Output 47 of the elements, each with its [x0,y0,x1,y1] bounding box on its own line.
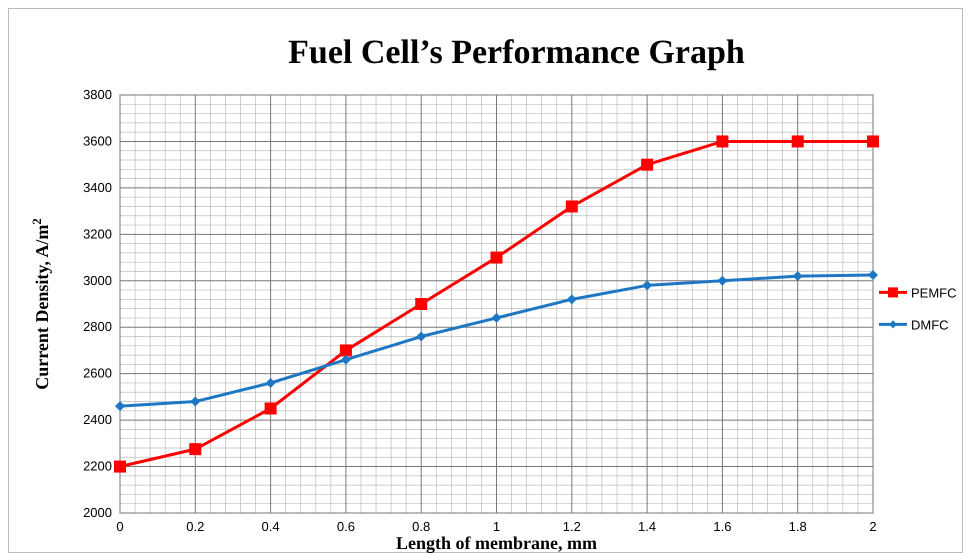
x-tick-label: 1 [492,519,500,534]
x-tick-label: 1.4 [638,519,656,534]
x-tick-label: 0.6 [336,519,355,534]
point [566,200,578,212]
x-tick-label: 1.8 [788,519,807,534]
y-tick-label: 3200 [83,226,112,242]
point [566,294,577,304]
x-tick-label: 1.2 [562,519,581,534]
chart-title: Fuel Cell’s Performance Graph [288,34,745,71]
point [868,270,878,280]
x-tick-label: 2 [869,519,877,534]
point [266,378,276,388]
point [641,158,654,171]
point [492,312,502,323]
point [867,135,879,148]
point [340,354,351,365]
point [717,276,728,286]
point [416,332,426,342]
y-tick-label: 3400 [83,180,112,195]
point [415,298,428,310]
point [716,135,728,148]
point [340,344,352,356]
y-tick-label: 2000 [83,505,112,520]
point [114,460,126,473]
point [642,280,652,290]
x-tick-label: 0 [116,519,124,534]
point [792,271,803,282]
y-tick-label: 3800 [83,87,112,102]
x-axis-title: Length of membrane, mm [396,533,597,553]
point [189,443,202,456]
y-tick-label: 2600 [83,366,112,381]
point [792,135,804,148]
x-tick-label: 0.2 [186,519,204,534]
point [190,396,200,407]
x-tick-label: 0.4 [262,519,280,534]
point [490,252,502,264]
point [115,401,125,412]
y-tick-label: 2200 [83,458,112,474]
y-tick-label: 2800 [83,319,112,334]
legend-label: DMFC [911,317,949,332]
y-tick-label: 3600 [83,133,112,148]
y-tick-label: 2400 [83,412,112,428]
x-tick-label: 1.6 [713,519,732,534]
legend-label: PEMFC [911,285,956,300]
point [264,402,277,414]
y-tick-label: 3000 [83,272,112,288]
x-tick-label: 0.8 [412,519,430,534]
